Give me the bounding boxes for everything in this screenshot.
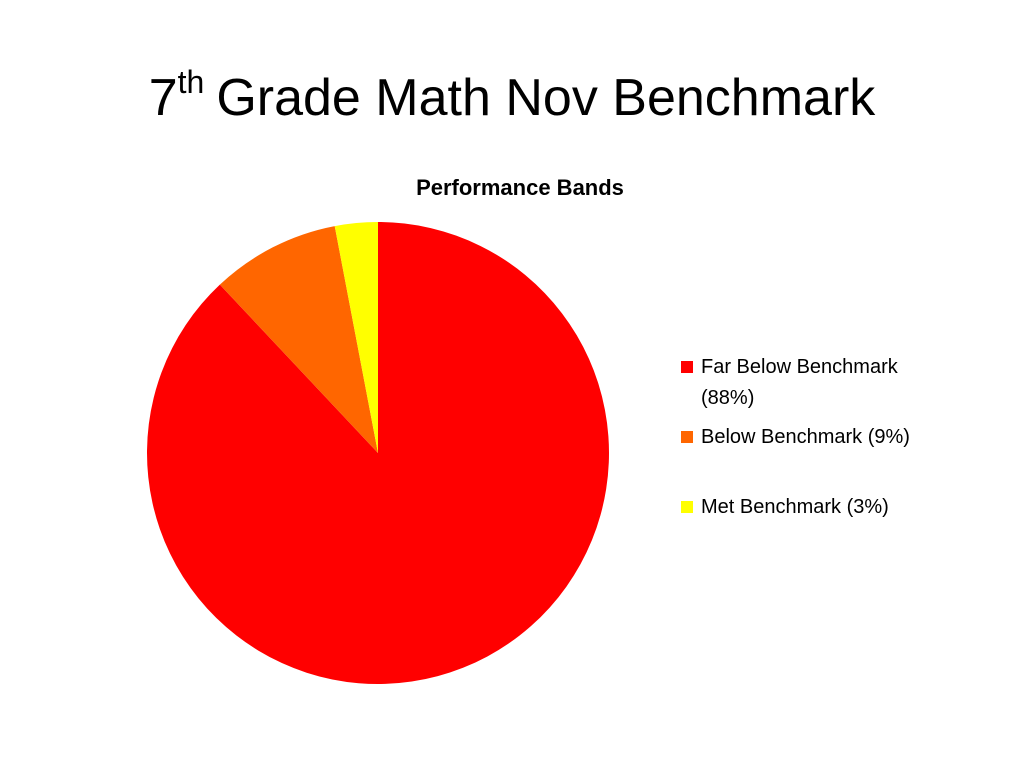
slide-title: 7th Grade Math Nov Benchmark (149, 64, 877, 127)
legend-key (681, 431, 693, 443)
legend-item: Far Below Benchmark (88%) (681, 352, 931, 414)
legend-key (681, 361, 693, 373)
legend-key (681, 501, 693, 513)
chart-title: Performance Bands (416, 175, 624, 200)
pie-slice (334, 222, 378, 453)
legend-label: Below Benchmark (9%) (701, 426, 910, 448)
title-rest: Grade Math Nov Benchmark (216, 69, 876, 127)
legend-label: Met Benchmark (3%) (701, 496, 889, 518)
pie-slice (219, 226, 378, 453)
title-base: 7 (149, 69, 178, 127)
pie (146, 222, 609, 684)
legend-item: Met Benchmark (3%) (681, 492, 931, 523)
legend-label: Far Below Benchmark (88%) (701, 356, 898, 409)
title-superscript: th (178, 64, 205, 100)
legend-item: Below Benchmark (9%) (681, 422, 931, 453)
